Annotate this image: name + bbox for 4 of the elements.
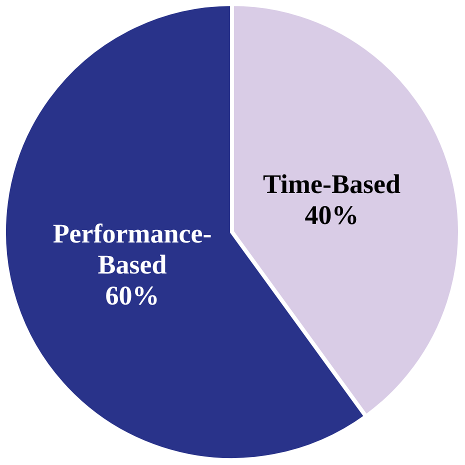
slice-label: Time-Based [262,169,401,200]
slice-label: Performance-Based [52,218,212,280]
data-label: 40% [304,200,359,230]
data-label: 60% [105,280,160,310]
